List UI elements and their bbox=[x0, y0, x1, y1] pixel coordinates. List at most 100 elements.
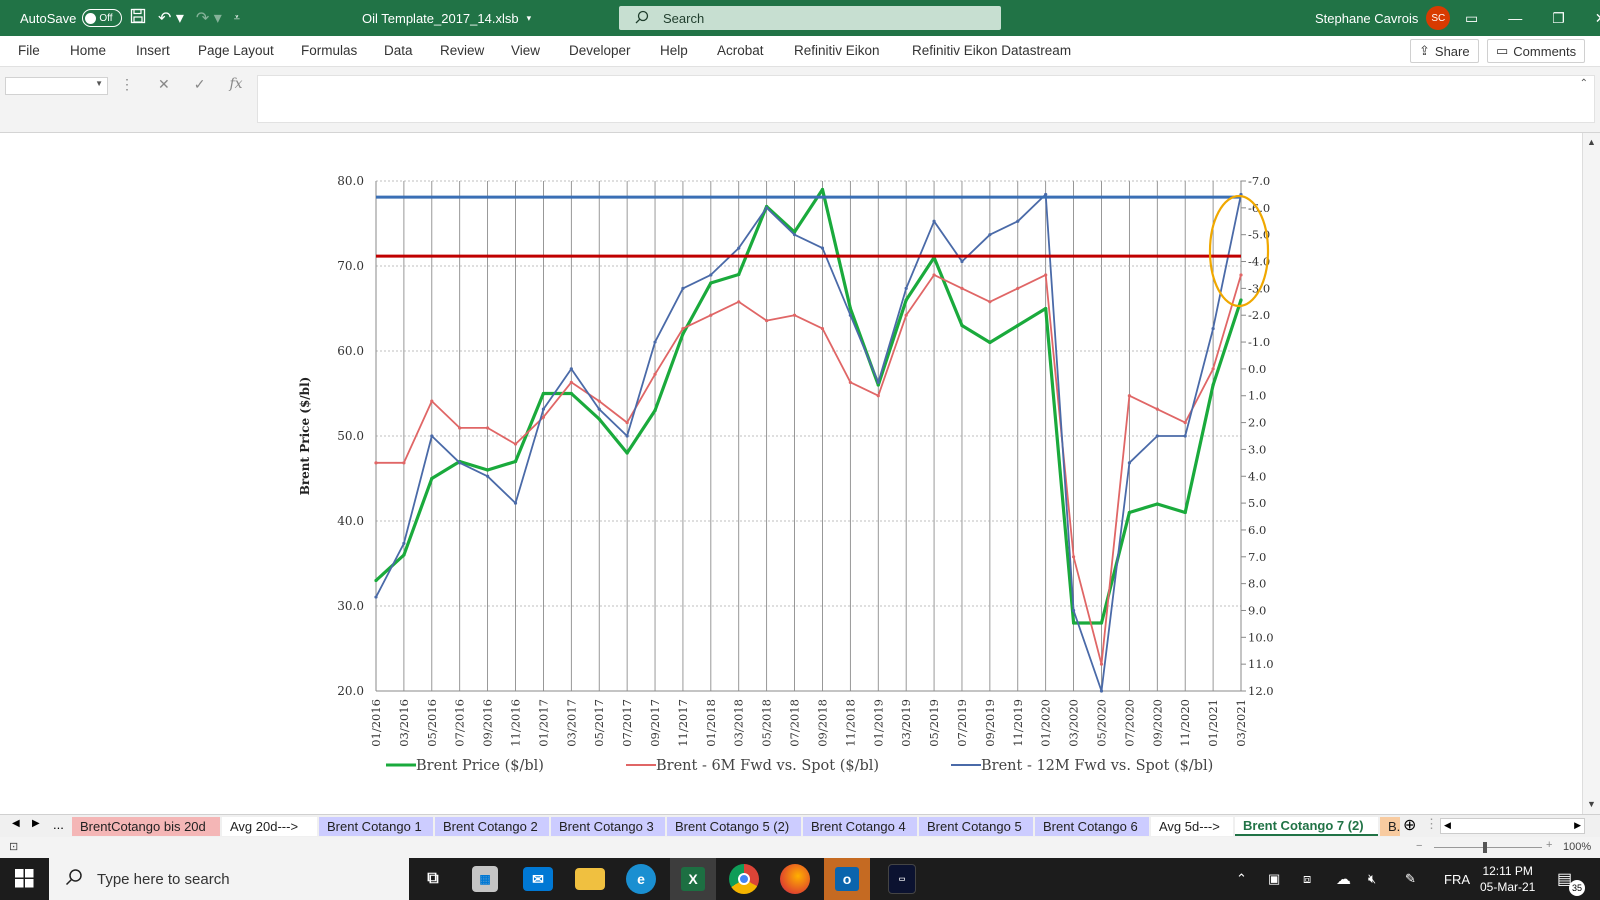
meet-now-icon[interactable]: ⧈ bbox=[1303, 871, 1312, 886]
redo-icon[interactable]: ↷ ▾ bbox=[195, 10, 222, 27]
title-bar: AutoSave Off ↶ ▾ ↷ ▾ ⩡ Oil Template_2017… bbox=[0, 0, 1600, 36]
autosave-toggle[interactable]: Off bbox=[82, 9, 123, 27]
name-box[interactable]: ▼ bbox=[5, 77, 108, 95]
tab-view[interactable]: View bbox=[511, 43, 541, 58]
search-box[interactable]: Search bbox=[619, 6, 1001, 30]
scroll-left-icon[interactable]: ◀ bbox=[1444, 820, 1451, 830]
autosave-control[interactable]: AutoSave Off bbox=[20, 0, 123, 36]
file-explorer-icon[interactable] bbox=[575, 868, 605, 890]
y2-tick-label: 0.0 bbox=[1248, 362, 1266, 376]
sheet-tab[interactable]: Brent Cotango 1 bbox=[319, 817, 433, 836]
data-point bbox=[486, 474, 490, 478]
save-icon[interactable] bbox=[130, 8, 146, 29]
x-tick-label: 07/2017 bbox=[620, 699, 634, 747]
close-icon[interactable]: ✕ bbox=[1595, 10, 1600, 27]
tab-scroll-right-icon[interactable]: ▶ bbox=[32, 818, 40, 829]
chevron-down-icon[interactable]: ▼ bbox=[95, 79, 103, 88]
share-button[interactable]: ⇪ Share bbox=[1410, 39, 1479, 63]
user-account[interactable]: Stephane Cavrois SC bbox=[1315, 0, 1451, 36]
data-point bbox=[792, 233, 797, 237]
file-name[interactable]: Oil Template_2017_14.xlsb ▾ bbox=[362, 0, 531, 36]
show-hidden-icons[interactable]: ⌃ bbox=[1236, 871, 1247, 886]
scroll-right-icon[interactable]: ▶ bbox=[1574, 820, 1581, 830]
chart[interactable]: 80.0 70.0 60.0 50.0 40.0 30.0 20.0 -7.0 -6.0 -5.0… bbox=[281, 161, 1299, 786]
tab-developer[interactable]: Developer bbox=[569, 43, 631, 58]
y2-tick-label: 11.0 bbox=[1248, 657, 1274, 671]
tab-page-layout[interactable]: Page Layout bbox=[198, 43, 274, 58]
zoom-level[interactable]: 100% bbox=[1563, 841, 1592, 853]
data-point bbox=[569, 380, 573, 384]
chrome-icon[interactable] bbox=[729, 864, 759, 894]
ribbon-display-icon[interactable]: ▭ bbox=[1465, 9, 1479, 26]
undo-icon[interactable]: ↶ ▾ bbox=[158, 10, 184, 27]
file-name-text: Oil Template_2017_14.xlsb bbox=[362, 10, 519, 26]
data-point bbox=[430, 434, 434, 438]
minimize-icon[interactable]: — bbox=[1508, 10, 1523, 26]
y2-tick-label: 7.0 bbox=[1248, 550, 1266, 564]
excel-taskbar-button[interactable]: X bbox=[670, 858, 716, 900]
sheet-tab[interactable]: BrentCotango bis 20d bbox=[72, 817, 220, 836]
tab-help[interactable]: Help bbox=[660, 43, 688, 58]
tab-file[interactable]: File bbox=[18, 43, 40, 58]
sheet-tab[interactable]: Brent Cotango 3 bbox=[551, 817, 665, 836]
macro-record-icon[interactable]: ⊡ bbox=[9, 841, 19, 853]
scroll-down-icon[interactable]: ▼ bbox=[1587, 799, 1596, 809]
data-point bbox=[1155, 407, 1159, 411]
network-device-icon[interactable]: ▣ bbox=[1268, 871, 1281, 886]
taskbar-search[interactable]: Type here to search bbox=[49, 858, 409, 900]
zoom-out-icon[interactable]: − bbox=[1416, 840, 1423, 852]
cancel-icon[interactable]: ✕ bbox=[158, 76, 170, 92]
data-point bbox=[765, 318, 769, 323]
enter-icon[interactable]: ✓ bbox=[193, 76, 206, 92]
zoom-slider[interactable] bbox=[1434, 847, 1542, 848]
vertical-scrollbar[interactable]: ▲ ▼ bbox=[1582, 133, 1600, 814]
tab-insert[interactable]: Insert bbox=[136, 43, 170, 58]
onedrive-icon[interactable]: ☁ bbox=[1336, 871, 1351, 888]
tab-review[interactable]: Review bbox=[440, 43, 485, 58]
outlook-taskbar-button[interactable]: o bbox=[824, 858, 870, 900]
sheet-tab[interactable]: Brent Cotango 4 bbox=[803, 817, 917, 836]
mail-icon[interactable]: ✉ bbox=[523, 867, 553, 891]
sheet-tab[interactable]: Brent Cotango 7 (2) bbox=[1235, 817, 1378, 836]
pen-icon[interactable]: ✎ bbox=[1405, 871, 1416, 886]
zoom-slider-thumb[interactable] bbox=[1483, 842, 1487, 853]
expand-formula-icon[interactable]: ⌃ bbox=[1579, 78, 1588, 89]
x-tick-label: 05/2017 bbox=[592, 699, 606, 747]
horizontal-scrollbar[interactable]: ◀ ▶ bbox=[1440, 818, 1585, 834]
language-indicator[interactable]: FRA bbox=[1444, 871, 1470, 887]
comments-button[interactable]: ▭ Comments bbox=[1487, 39, 1586, 63]
customize-toolbar-icon[interactable]: ⩡ bbox=[233, 11, 240, 24]
notifications-icon[interactable]: ▤ bbox=[1557, 871, 1573, 888]
data-point bbox=[374, 595, 378, 599]
tab-acrobat[interactable]: Acrobat bbox=[717, 43, 764, 58]
sheet-tab[interactable]: Avg 5d---> bbox=[1151, 817, 1233, 836]
scroll-up-icon[interactable]: ▲ bbox=[1587, 137, 1596, 147]
tab-scroll-left-icon[interactable]: ◀ bbox=[12, 818, 20, 829]
clock[interactable]: 12:11 PM 05-Mar-21 bbox=[1480, 858, 1535, 900]
restore-icon[interactable]: ❐ bbox=[1552, 9, 1565, 26]
tab-formulas[interactable]: Formulas bbox=[301, 43, 358, 58]
volume-muted-icon[interactable]: 🔇︎ bbox=[1368, 871, 1377, 886]
clock-date: 05-Mar-21 bbox=[1480, 880, 1536, 894]
add-sheet-icon[interactable]: ⊕ bbox=[1403, 817, 1417, 834]
sheet-tab[interactable]: Brent Cotango 5 (2) bbox=[667, 817, 801, 836]
zoom-in-icon[interactable]: + bbox=[1546, 839, 1553, 851]
tab-data[interactable]: Data bbox=[384, 43, 413, 58]
tab-refinitiv-eikon[interactable]: Refinitiv Eikon bbox=[794, 43, 880, 58]
sheet-tab[interactable]: Avg 20d---> bbox=[222, 817, 317, 836]
tab-refinitiv-datastream[interactable]: Refinitiv Eikon Datastream bbox=[912, 43, 1072, 58]
tab-home[interactable]: Home bbox=[70, 43, 107, 58]
edge-icon[interactable]: e bbox=[626, 864, 656, 894]
task-view-icon[interactable]: ⧉ bbox=[427, 870, 439, 887]
firefox-icon[interactable] bbox=[780, 864, 810, 894]
formula-input[interactable]: ⌃ bbox=[257, 75, 1595, 123]
windows-start-icon[interactable] bbox=[15, 869, 34, 892]
sheet-tab[interactable]: Brent Cotango 5 bbox=[919, 817, 1033, 836]
trader-app-icon[interactable]: ▭ bbox=[888, 864, 916, 894]
sheet-tab[interactable]: B... bbox=[1380, 817, 1400, 836]
insert-function-icon[interactable]: fx bbox=[229, 76, 243, 92]
sheet-tab[interactable]: Brent Cotango 2 bbox=[435, 817, 549, 836]
tab-more-left[interactable]: ... bbox=[53, 817, 64, 832]
sheet-tab[interactable]: Brent Cotango 6 bbox=[1035, 817, 1149, 836]
store-icon[interactable]: ▦ bbox=[472, 866, 498, 892]
